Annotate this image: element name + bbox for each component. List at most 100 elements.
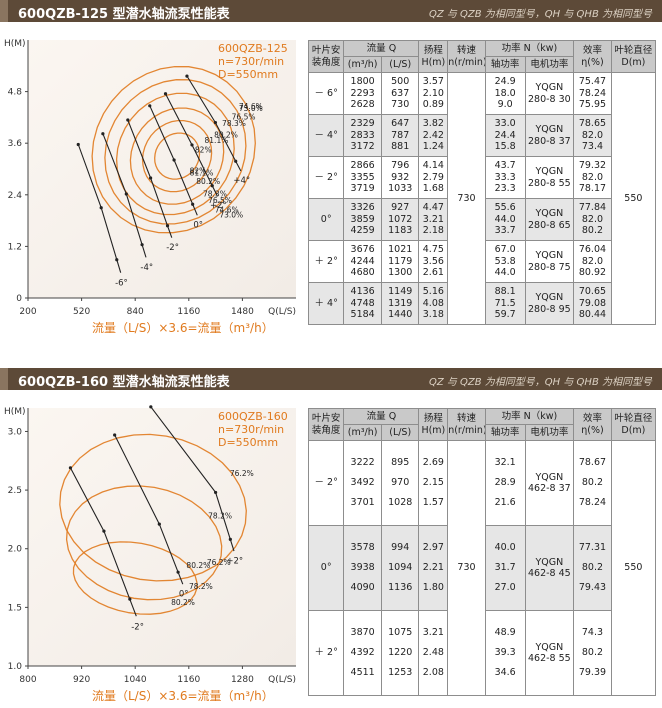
x-tick-label: 1160: [177, 307, 200, 317]
shaft-power-cell-value: 33.7: [494, 225, 516, 237]
efficiency-cell-value: 75.95: [578, 99, 607, 111]
flow-ls-cell: 647 787 881: [380, 114, 420, 157]
col-diameter-header: 叶轮直径D(m): [610, 40, 657, 73]
efficiency-contour: [115, 92, 235, 216]
flow-m3h-cell: 2329 2833 3172: [343, 114, 382, 157]
head-cell: 3.21 2.48 2.08: [418, 610, 449, 696]
efficiency-cell-value: 78.65: [578, 118, 607, 130]
efficiency-cell-value: 77.84: [578, 202, 607, 214]
shaft-power-cell: 48.9 39.3 34.6: [484, 610, 526, 696]
shaft-power-cell: 40.0 31.7 27.0: [484, 525, 526, 611]
legend-entry: n=730r/min: [218, 55, 284, 68]
y-tick-label: 3.6: [8, 139, 23, 149]
table-row: 0° 3578 3938 4090 994 1094 1136 2.97 2.21 1.80 40.…: [307, 525, 656, 611]
flow-ls-cell-value: 637: [391, 87, 410, 99]
x-unit-note: 流量（L/S）×3.6=流量（m³/h）: [92, 689, 274, 703]
panel-note: QZ 与 QZB 为相同型号，QH 与 QHB 为相同型号: [428, 9, 652, 20]
panel-note: QZ 与 QZB 为相同型号，QH 与 QHB 为相同型号: [428, 377, 652, 388]
efficiency-cell: 78.67 80.2 78.24: [573, 440, 612, 526]
flow-m3h-cell-value: 5184: [350, 309, 375, 321]
data-point: [157, 522, 161, 526]
flow-m3h-cell-value: 3676: [350, 244, 375, 256]
efficiency-cell: 76.04 82.0 80.92: [573, 240, 612, 283]
shaft-power-cell-value: 44.0: [494, 267, 516, 279]
y-tick-label: 1.2: [8, 242, 22, 252]
shaft-power-cell-value: 23.3: [494, 183, 516, 195]
head-cell: 5.16 4.08 3.18: [418, 282, 449, 325]
col-angle-header: 叶片安装角度: [307, 408, 345, 441]
flow-ls-cell-value: 1253: [388, 667, 413, 678]
flow-ls-cell-value: 895: [391, 457, 410, 468]
shaft-power-cell-value: 27.0: [494, 582, 516, 593]
data-point: [140, 243, 144, 247]
flow-m3h-cell: 3326 3859 4259: [343, 198, 382, 241]
shaft-power-cell-value: 9.0: [497, 99, 513, 111]
motor-cell: YQGN 280-8 75: [524, 240, 575, 283]
speed-cell: 730: [447, 440, 486, 696]
efficiency-cell: 74.3 80.2 79.39: [573, 610, 612, 696]
efficiency-cell-value: 74.3: [581, 627, 604, 638]
data-point: [149, 405, 153, 409]
efficiency-cell-value: 78.67: [578, 457, 607, 468]
series-line-2: [150, 406, 235, 552]
flow-m3h-cell-value: 4259: [350, 225, 375, 237]
head-cell-value: 3.21: [422, 627, 444, 638]
efficiency-cell-value: 78.24: [578, 497, 607, 508]
shaft-power-cell-value: 43.7: [494, 160, 516, 172]
header-accent: [0, 368, 8, 390]
shaft-power-cell-value: 33.3: [494, 171, 516, 183]
series-line-2: [127, 119, 173, 238]
data-point: [126, 118, 130, 122]
col-flow-ls-header: (L/S): [380, 56, 420, 73]
blade-angle-label: 0°: [179, 590, 189, 600]
efficiency-cell-value: 79.43: [578, 582, 607, 593]
data-point: [99, 206, 103, 210]
table-row: ＋ 2° 3870 4392 4511 1075 1220 1253 3.21 2.48 2.08…: [307, 610, 656, 696]
motor-cell: YQGN 280-8 65: [524, 198, 575, 241]
efficiency-label: 78.3%: [222, 119, 246, 128]
shaft-power-cell: 55.6 44.0 33.7: [484, 198, 526, 241]
legend-entry: D=550mm: [218, 436, 278, 449]
head-cell: 2.97 2.21 1.80: [418, 525, 449, 611]
header-row: 叶片安装角度 流量 Q 扬程H(m) 转速n(r/min) 功率 N（kw) 效率η(%)…: [307, 40, 657, 73]
col-diameter-header: 叶轮直径D(m): [610, 408, 657, 441]
flow-m3h-cell-value: 3719: [350, 183, 375, 195]
head-cell-value: 2.08: [422, 667, 444, 678]
efficiency-label: 80.2%: [214, 131, 238, 140]
efficiency-cell-value: 79.39: [578, 667, 607, 678]
flow-ls-cell-value: 994: [391, 542, 410, 553]
pump-panel-160: 600QZB-160 型潜水轴流泵性能表 QZ 与 QZB 为相同型号，QH 与…: [0, 368, 662, 708]
flow-m3h-cell-value: 4392: [350, 647, 375, 658]
efficiency-cell-value: 70.65: [578, 286, 607, 298]
flow-ls-cell-value: 970: [391, 477, 410, 488]
motor-cell: YQGN 462-8 55: [524, 610, 575, 696]
flow-m3h-cell-value: 4136: [350, 286, 375, 298]
flow-ls-cell: 1075 1220 1253: [380, 610, 420, 696]
flow-m3h-cell: 3578 3938 4090: [343, 525, 382, 611]
flow-ls-cell-value: 1033: [388, 183, 413, 195]
y-tick-label: 3.0: [8, 427, 23, 437]
motor-cell: YQGN 462-8 37: [524, 440, 575, 526]
flow-m3h-cell-value: 4090: [350, 582, 375, 593]
data-point: [124, 192, 128, 196]
angle-cell: ＋ 4°: [307, 282, 345, 325]
motor-cell: YQGN 280-8 95: [524, 282, 575, 325]
shaft-power-cell: 32.1 28.9 21.6: [484, 440, 526, 526]
efficiency-cell-value: 76.04: [578, 244, 607, 256]
efficiency-cell-value: 82.0: [581, 213, 604, 225]
flow-ls-cell-value: 1094: [388, 562, 413, 573]
y-axis-label: H(M): [4, 39, 26, 49]
x-tick-label: 840: [127, 307, 144, 317]
head-cell-value: 1.24: [422, 141, 444, 153]
shaft-power-cell-value: 88.1: [494, 286, 516, 298]
shaft-power-cell-value: 71.5: [494, 297, 516, 309]
efficiency-label: 76.5%: [208, 196, 232, 205]
col-flow-m3h-header: (m³/h): [343, 424, 382, 441]
flow-m3h-cell-value: 3859: [350, 213, 375, 225]
flow-ls-cell-value: 1179: [388, 255, 413, 267]
blade-angle-label: +2°: [210, 201, 227, 211]
flow-m3h-cell-value: 2833: [350, 129, 375, 141]
col-power-header: 功率 N（kw): [484, 408, 575, 425]
shaft-power-cell-value: 15.8: [494, 141, 516, 153]
shaft-power-cell-value: 34.6: [494, 667, 516, 678]
